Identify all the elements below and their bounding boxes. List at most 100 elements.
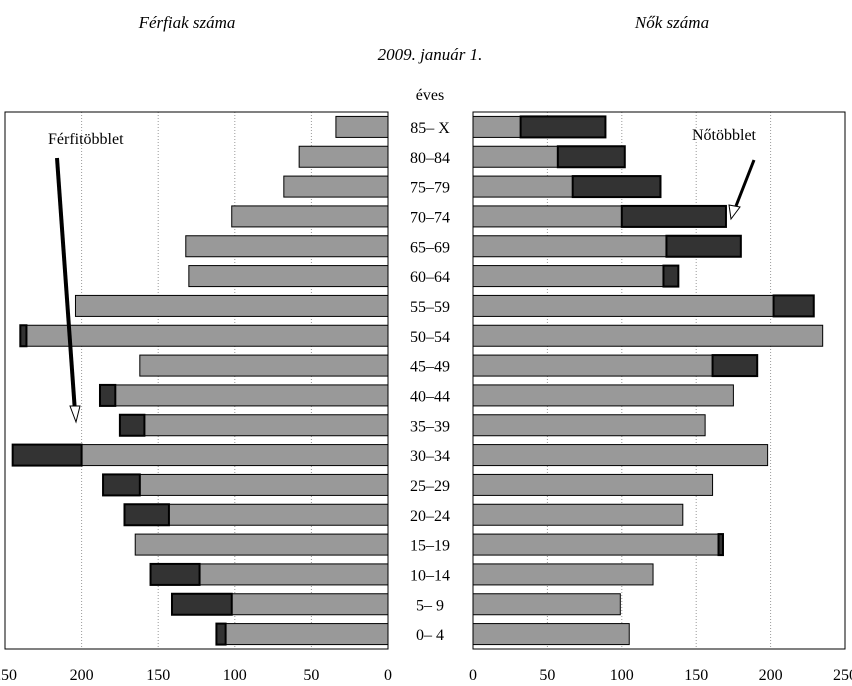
female-bar <box>472 294 775 317</box>
male-bar <box>231 593 389 616</box>
age-group-label: 45–49 <box>410 359 450 376</box>
female-excess-bar <box>665 234 742 258</box>
male-excess-bar <box>170 592 233 616</box>
female-excess-arrow <box>734 159 756 207</box>
male-bar <box>199 563 389 586</box>
left-x-tick-label: 100 <box>223 667 247 684</box>
male-bar <box>81 444 389 467</box>
male-excess-arrowhead <box>69 405 81 424</box>
male-bar <box>139 473 389 496</box>
age-group-label: 20–24 <box>410 508 450 525</box>
left-x-tick-labels: 250 200 150 100 50 0 <box>0 667 392 684</box>
right-x-tick-label: 100 <box>610 667 634 684</box>
male-bar <box>134 533 389 556</box>
female-excess-bar <box>711 354 759 378</box>
male-excess-bar <box>98 383 117 407</box>
left-x-tick-label: 250 <box>0 667 17 684</box>
male-bar <box>25 324 389 347</box>
female-bar <box>472 444 769 467</box>
age-group-label: 75–79 <box>410 180 450 197</box>
male-bar <box>139 354 389 377</box>
female-excess-bar <box>662 264 680 288</box>
age-group-label: 15–19 <box>410 538 450 555</box>
male-excess-label: Férfitöbblet <box>48 131 124 148</box>
male-excess-bar <box>149 562 201 586</box>
female-bar <box>472 503 684 526</box>
right-x-tick-label: 50 <box>539 667 555 684</box>
male-bar <box>188 265 389 288</box>
female-bar <box>472 145 559 168</box>
age-axis-label: éves <box>416 87 444 104</box>
female-bar <box>472 623 630 646</box>
female-excess-bar <box>620 204 727 228</box>
age-group-label: 85– X <box>410 120 450 137</box>
age-group-label: 55–59 <box>410 299 450 316</box>
female-bar <box>472 265 664 288</box>
male-excess-bar <box>215 622 227 646</box>
female-bar <box>472 533 720 556</box>
female-bar <box>472 593 621 616</box>
right-plot-frame <box>472 111 846 650</box>
male-bar <box>298 145 389 168</box>
right-x-tick-label: 0 <box>469 667 477 684</box>
age-group-label: 50–54 <box>410 329 450 346</box>
female-excess-bar <box>717 533 724 557</box>
male-excess-arrow <box>55 157 77 413</box>
female-excess-bar <box>519 115 607 139</box>
right-x-tick-label: 200 <box>759 667 783 684</box>
male-bar <box>185 235 389 258</box>
female-excess-bar <box>571 175 662 199</box>
right-x-tick-label: 250 <box>833 667 852 684</box>
female-excess-bar <box>772 294 815 318</box>
age-group-label: 35–39 <box>410 418 450 435</box>
left-x-tick-label: 0 <box>384 667 392 684</box>
male-excess-bar <box>11 443 83 467</box>
age-group-label: 10–14 <box>410 567 450 584</box>
date-subtitle: 2009. január 1. <box>378 45 483 64</box>
age-group-labels: 85– X 80–84 75–79 70–74 65–69 60–64 55–59 50–54… <box>410 120 450 644</box>
age-group-label: 65–69 <box>410 239 450 256</box>
right-gridlines <box>546 112 772 649</box>
male-bar <box>335 115 389 138</box>
male-excess-bar <box>102 473 141 497</box>
male-bar <box>231 205 389 228</box>
right-x-tick-label: 150 <box>684 667 708 684</box>
female-excess-bar <box>556 145 626 169</box>
left-title: Férfiak száma <box>138 13 236 32</box>
left-x-tick-label: 50 <box>303 667 319 684</box>
male-bar <box>283 175 389 198</box>
female-excess-label: Nőtöbblet <box>692 127 757 144</box>
female-bar <box>472 324 824 347</box>
left-x-tick-label: 150 <box>146 667 170 684</box>
right-x-tick-labels: 0 50 100 150 200 250 <box>469 667 852 684</box>
male-bar <box>114 384 389 407</box>
male-bar <box>168 503 389 526</box>
left-plot-frame <box>4 111 389 650</box>
female-bar <box>472 384 734 407</box>
male-excess-bar <box>118 413 146 437</box>
age-group-label: 30–34 <box>410 448 450 465</box>
age-group-label: 40–44 <box>410 388 450 405</box>
left-gridlines <box>81 112 312 649</box>
female-bar <box>472 205 623 228</box>
age-group-label: 0– 4 <box>416 627 444 644</box>
female-bar <box>472 235 667 258</box>
male-bar <box>74 294 389 317</box>
female-bar <box>472 563 654 586</box>
female-bar <box>472 414 706 437</box>
left-bars <box>11 115 389 646</box>
male-excess-bar <box>19 324 28 348</box>
male-excess-bar <box>123 503 170 527</box>
male-excess-annotation: Férfitöbblet <box>48 131 124 424</box>
age-group-label: 25–29 <box>410 478 450 495</box>
male-bar <box>143 414 389 437</box>
right-bars <box>472 115 824 646</box>
male-bar <box>225 623 389 646</box>
female-excess-arrowhead <box>728 204 741 221</box>
female-bar <box>472 175 574 198</box>
age-group-label: 70–74 <box>410 209 450 226</box>
female-excess-annotation: Nőtöbblet <box>692 127 757 221</box>
age-group-label: 5– 9 <box>416 597 444 614</box>
right-title: Nők száma <box>634 13 709 32</box>
